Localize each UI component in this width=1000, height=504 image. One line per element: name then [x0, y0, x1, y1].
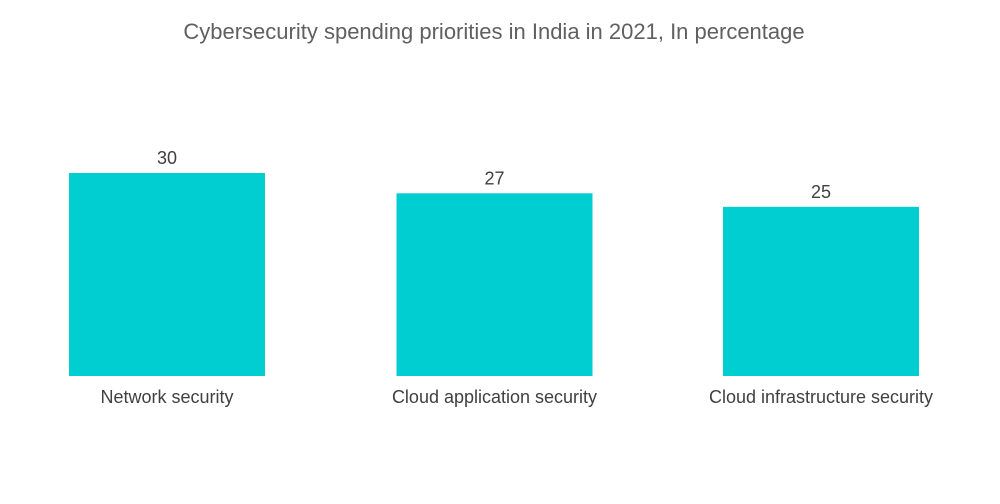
- bar-cloud-infrastructure-security: [723, 206, 919, 376]
- category-label: Network security: [100, 387, 233, 407]
- data-label: 27: [484, 168, 504, 188]
- category-label: Cloud application security: [392, 387, 597, 407]
- bars-group: 30 Network security 27 Cloud application se…: [69, 148, 933, 407]
- bar-cloud-application-security: [396, 193, 593, 376]
- bar-network-security: [69, 173, 265, 376]
- category-label: Cloud infrastructure security: [709, 387, 933, 407]
- chart-title: Cybersecurity spending priorities in Ind…: [183, 19, 804, 44]
- data-label: 25: [811, 182, 831, 202]
- data-label: 30: [157, 148, 177, 168]
